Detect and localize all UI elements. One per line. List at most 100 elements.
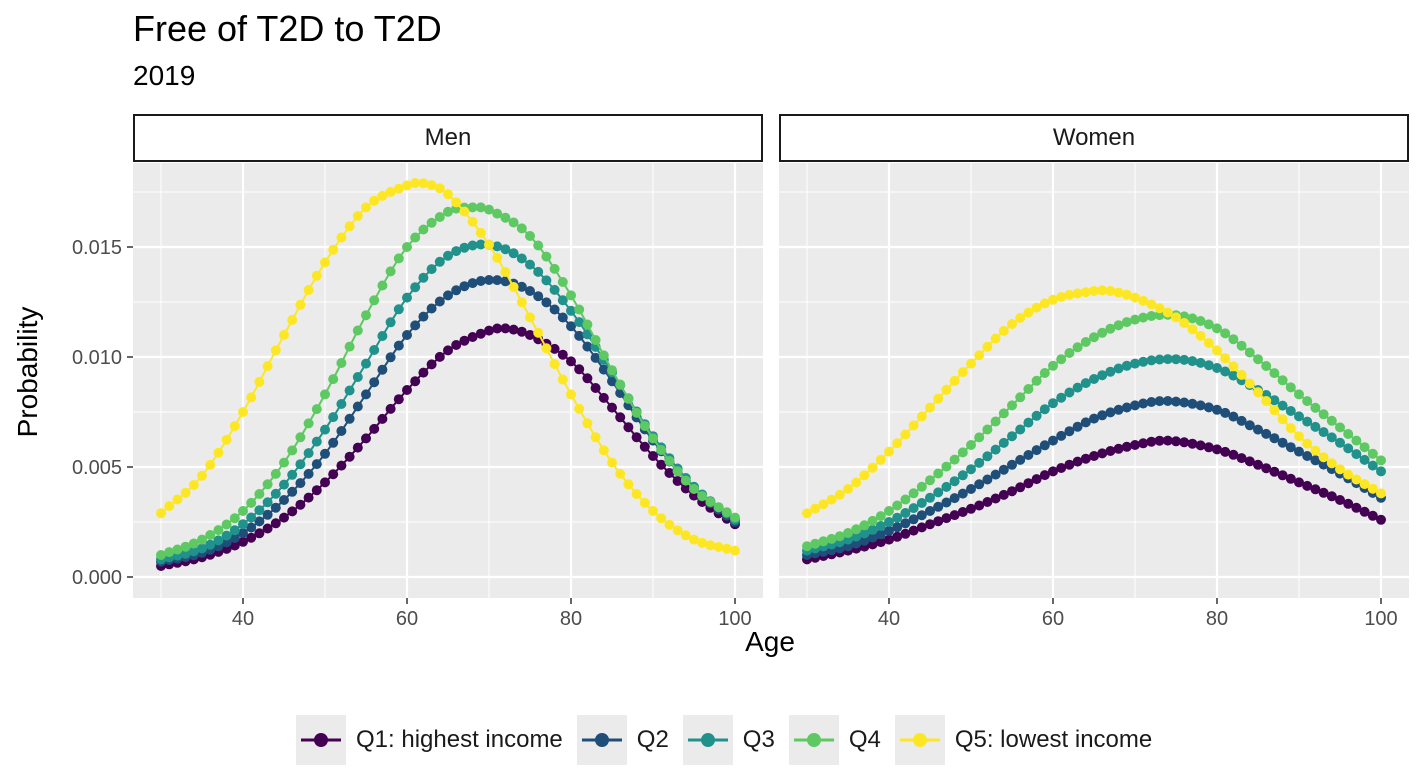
data-point-men-q2 (451, 285, 462, 296)
data-point-women-q3 (933, 487, 944, 498)
data-point-women-q3 (867, 524, 878, 535)
data-point-men-q4 (254, 489, 265, 499)
data-point-women-q2 (1138, 398, 1149, 409)
data-point-men-q3 (385, 317, 396, 328)
data-point-men-q4 (410, 232, 421, 243)
data-point-women-q4 (851, 524, 862, 535)
data-point-men-q5 (664, 519, 675, 530)
data-point-men-q5 (402, 180, 412, 191)
data-point-women-q4 (884, 506, 894, 516)
data-point-men-q5 (270, 345, 281, 356)
data-point-women-q1 (1244, 456, 1255, 467)
data-point-women-q2 (1277, 437, 1288, 448)
data-point-men-q5 (172, 494, 183, 505)
data-point-men-q1 (393, 394, 404, 405)
data-point-women-q5 (1146, 299, 1157, 310)
data-point-men-q4 (656, 445, 667, 455)
data-point-women-q5 (1048, 294, 1058, 305)
data-point-women-q2 (1285, 442, 1296, 453)
data-point-men-q2 (418, 311, 429, 322)
data-point-women-q5 (1351, 474, 1362, 485)
data-point-women-q3 (900, 508, 911, 518)
data-point-men-q5 (418, 178, 429, 189)
data-point-men-q5 (631, 489, 642, 499)
data-point-women-q5 (949, 375, 960, 386)
data-point-women-q1 (1105, 446, 1116, 456)
data-point-men-q1 (672, 476, 683, 486)
data-point-women-q1 (908, 525, 919, 536)
data-point-men-q2 (467, 278, 478, 289)
data-point-men-q1 (443, 345, 453, 356)
data-point-men-q2 (566, 321, 576, 332)
data-point-men-q4 (705, 497, 716, 507)
y-tick-label: 0.015 (72, 237, 122, 259)
data-point-men-q5 (484, 239, 494, 250)
data-point-women-q1 (1203, 442, 1214, 453)
data-point-men-q1 (451, 340, 462, 350)
data-point-men-q1 (328, 469, 339, 480)
data-point-women-q3 (1031, 410, 1042, 421)
data-point-men-q4 (680, 475, 691, 486)
data-point-men-q3 (393, 304, 404, 315)
data-point-women-q2 (1015, 454, 1026, 465)
data-point-women-q1 (1097, 448, 1108, 459)
data-point-men-q4 (221, 519, 232, 530)
data-point-women-q5 (1236, 369, 1247, 380)
legend-key-q1 (296, 715, 346, 765)
data-point-women-q1 (1236, 453, 1247, 464)
data-point-men-q2 (402, 330, 412, 340)
data-point-women-q4 (1056, 354, 1067, 365)
data-point-men-q2 (574, 330, 585, 341)
data-point-women-q1 (1326, 491, 1337, 502)
data-point-women-q4 (1187, 313, 1198, 324)
data-point-men-q5 (705, 540, 716, 551)
data-point-men-q3 (287, 469, 298, 480)
data-point-women-q4 (966, 440, 976, 450)
data-point-men-q1 (492, 323, 503, 334)
data-point-women-q3 (1080, 378, 1091, 389)
data-point-women-q4 (998, 408, 1009, 419)
data-point-women-q3 (1285, 406, 1296, 416)
data-point-women-q2 (1031, 445, 1042, 456)
data-point-women-q3 (1121, 360, 1132, 371)
data-point-women-q4 (1113, 320, 1124, 331)
data-point-men-q1 (418, 367, 429, 378)
data-point-women-q3 (1138, 356, 1149, 367)
data-point-women-q5 (810, 503, 821, 514)
data-point-men-q1 (508, 324, 519, 335)
data-point-women-q1 (1318, 487, 1329, 498)
data-point-women-q4 (1302, 396, 1313, 407)
data-point-men-q5 (459, 206, 470, 217)
data-point-men-q4 (426, 217, 437, 228)
data-point-women-q2 (1179, 397, 1190, 408)
data-point-women-q5 (1007, 319, 1017, 329)
data-point-women-q4 (1318, 409, 1329, 420)
data-point-women-q3 (1351, 449, 1362, 460)
data-point-women-q5 (1031, 302, 1042, 313)
data-point-women-q3 (1097, 370, 1108, 381)
data-point-men-q1 (566, 356, 576, 367)
data-point-women-q3 (1310, 421, 1321, 432)
data-point-men-q3 (402, 292, 412, 303)
data-point-women-q4 (933, 468, 944, 479)
data-point-men-q4 (566, 290, 576, 301)
data-point-women-q5 (867, 462, 878, 473)
data-point-men-q5 (197, 470, 207, 481)
data-point-men-q1 (377, 413, 388, 424)
x-tick-label: 80 (560, 608, 582, 630)
data-point-women-q2 (1039, 440, 1050, 451)
data-point-men-q5 (648, 506, 658, 516)
data-point-women-q5 (1343, 469, 1354, 480)
facet-strip-women: Women (779, 114, 1409, 162)
data-point-men-q1 (484, 325, 494, 336)
data-point-women-q5 (925, 402, 935, 413)
data-point-men-q5 (730, 545, 740, 556)
data-point-women-q1 (1162, 435, 1173, 446)
data-point-men-q1 (459, 335, 470, 346)
data-point-men-q2 (410, 320, 421, 331)
data-point-women-q5 (1064, 289, 1075, 300)
data-point-women-q3 (1294, 411, 1304, 422)
data-point-men-q1 (270, 518, 281, 529)
data-point-women-q2 (1220, 407, 1231, 418)
data-point-women-q1 (1261, 463, 1272, 474)
